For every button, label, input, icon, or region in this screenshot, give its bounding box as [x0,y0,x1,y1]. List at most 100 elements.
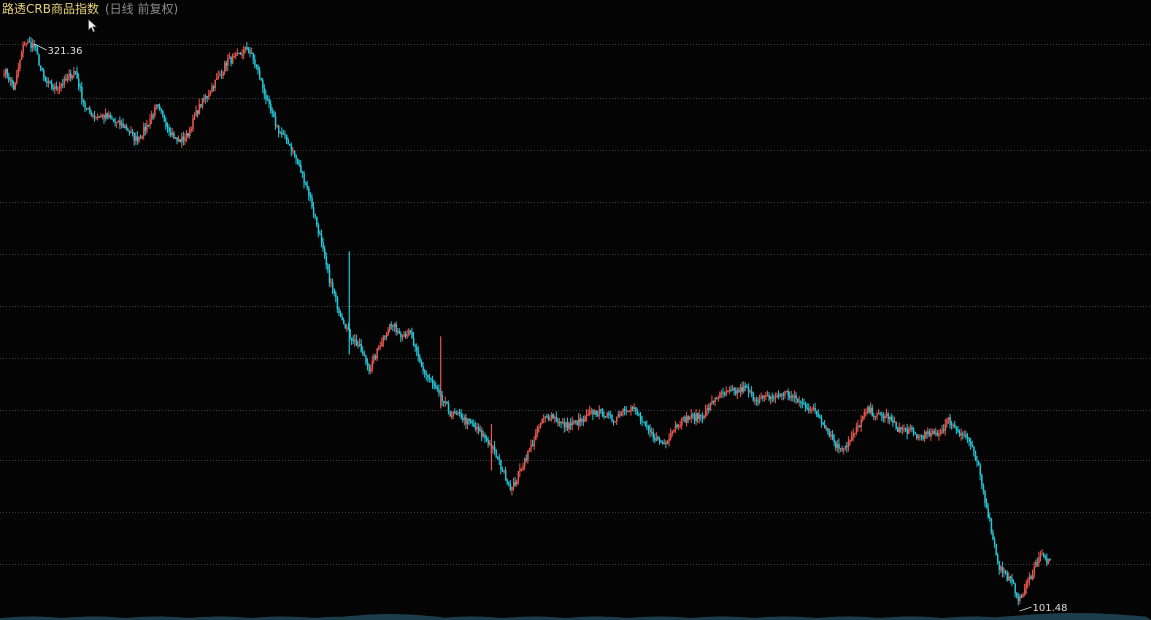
candle [765,391,767,401]
candle [877,409,880,415]
candle [709,402,712,412]
candle-body [965,434,967,438]
candle [593,409,596,415]
candle-body [357,344,359,346]
candle [749,389,751,395]
candle-body [955,427,958,431]
high-label: 321.36 [47,46,82,57]
candle [373,353,375,364]
candle-body [193,116,196,119]
candle-body [500,459,502,470]
candle-body [879,413,882,415]
candle-body [517,471,520,481]
candle-body [725,391,728,395]
candle [35,44,37,52]
candle-body [1022,594,1024,597]
candle [79,83,82,92]
candle [176,137,178,145]
candle-body [1004,571,1007,573]
candle [187,132,190,138]
candle-body [1011,578,1013,583]
candle [546,413,548,419]
candle-body [952,424,955,426]
candle [131,128,134,137]
candle [1024,583,1026,597]
candle-body [533,440,536,447]
candle [136,131,139,146]
candle-body [1017,596,1020,601]
candle-body [697,413,699,419]
candle-body [849,439,851,442]
candle-body [100,115,102,118]
candle [401,334,404,342]
candle [850,431,853,442]
candle [797,398,799,403]
candle [352,335,355,345]
candle-body [539,423,542,427]
candle-body [1028,576,1031,581]
candle-body [104,113,107,119]
candle-body [95,116,97,118]
candle-body [209,91,212,95]
candle [466,418,469,430]
candle-body [420,362,423,367]
candle [798,396,801,407]
candle-body [803,403,805,405]
candle [930,428,932,441]
candle-body [297,158,299,164]
candle [235,51,237,60]
candle [993,536,996,548]
candle [849,439,851,446]
candle-body [155,104,158,107]
candle-body [717,398,720,400]
candle-body [239,53,242,55]
candle-body [157,104,159,107]
candle [336,296,339,313]
candle [381,337,383,347]
candle [374,353,377,361]
candle-body [76,71,78,79]
candle [217,70,220,80]
candle [127,127,129,132]
candle-body [758,398,761,403]
candle-body [538,426,540,428]
candle [287,137,290,145]
candle [1030,574,1032,580]
candle [455,410,458,416]
candle-body [762,396,764,398]
candle-body [1006,572,1009,581]
candle [412,331,415,347]
candle-body [362,351,364,354]
candle [138,136,140,144]
candle [663,438,666,445]
candle-body [739,387,742,392]
candle [431,375,434,389]
candle-body [1019,595,1021,601]
candle-body [900,427,902,430]
candle-body [211,86,213,92]
candle [249,47,251,58]
candle-body [633,407,636,409]
candle-body [873,416,875,418]
candle [795,392,797,404]
candle [1006,570,1009,582]
candle [78,73,80,91]
candle [966,433,969,443]
candle [906,423,909,440]
candle [665,440,667,449]
candle [355,334,358,346]
candle [403,330,405,338]
volume-silhouette [0,613,1151,620]
candle-body [344,323,347,329]
candle-body [460,413,463,419]
candle-body [146,124,148,131]
candle-body [379,346,382,348]
candle [527,450,529,464]
candle-body [941,429,943,432]
candle [476,422,478,434]
candle [757,397,759,407]
candle-body [449,411,451,417]
candle-body [244,47,247,50]
candle [568,421,570,434]
